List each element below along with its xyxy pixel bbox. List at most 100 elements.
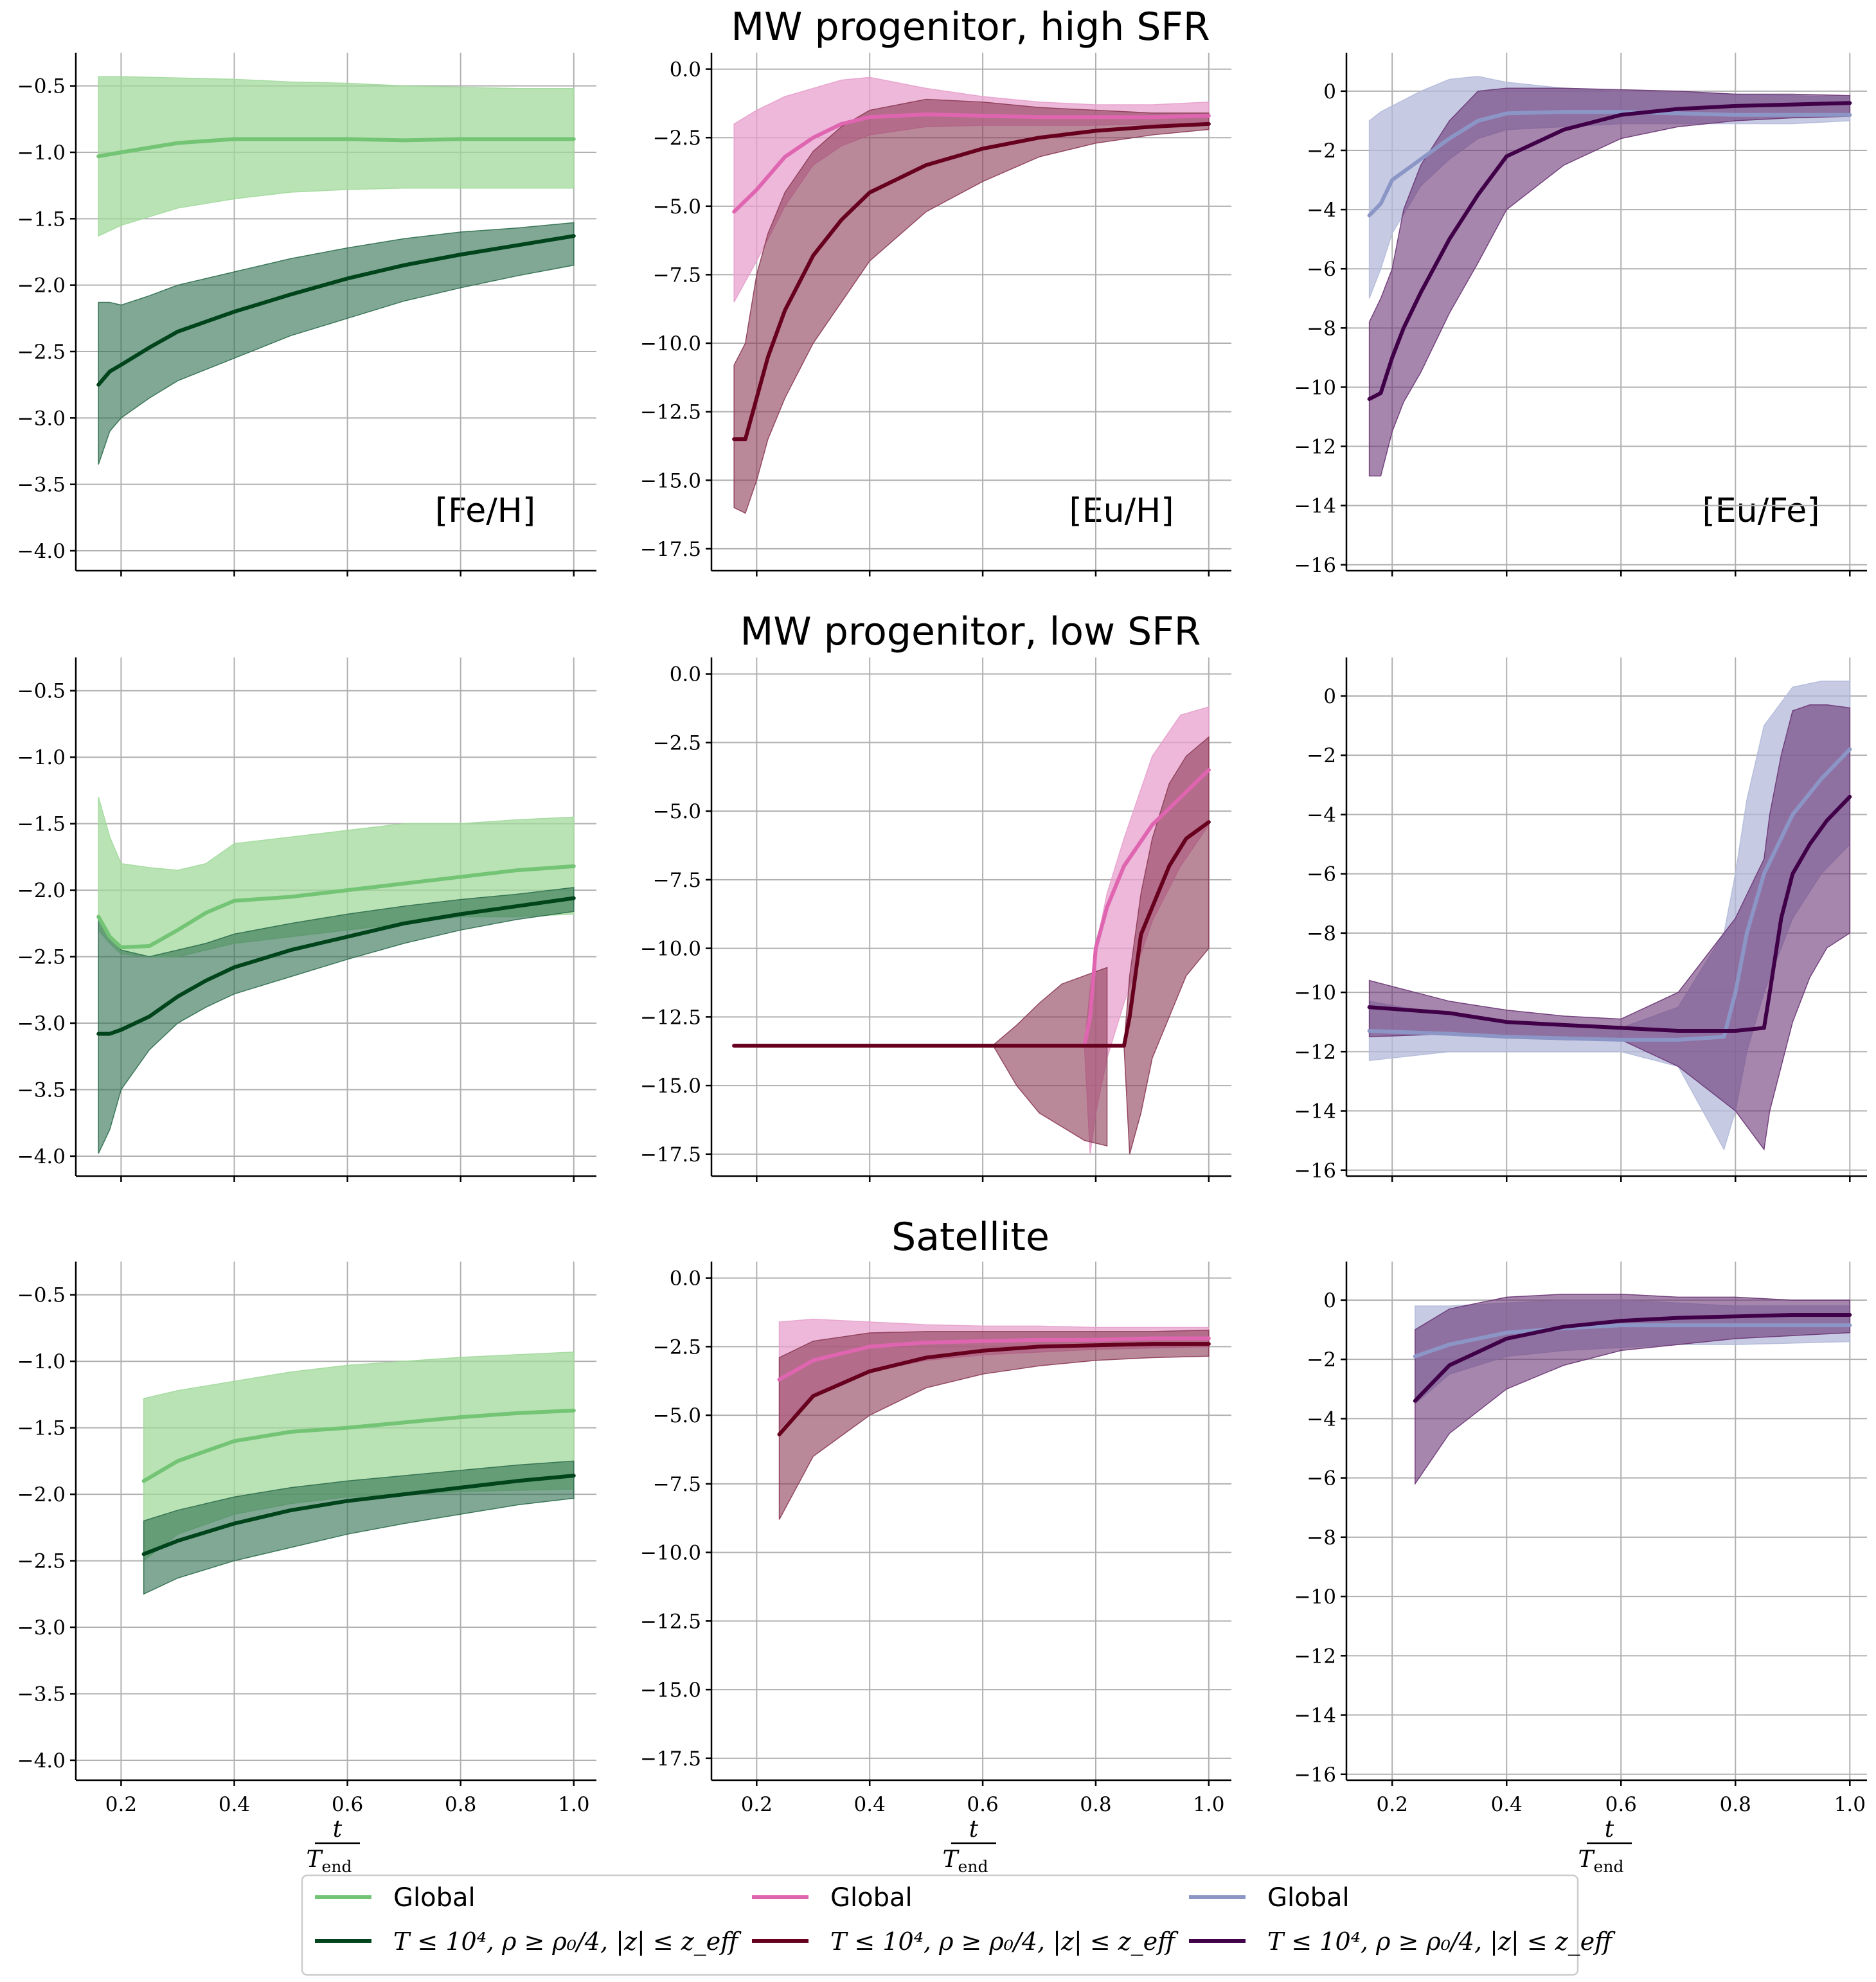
y-tick-label: −0.5 <box>17 75 66 98</box>
global-line <box>777 1336 1211 1382</box>
panels: −0.5−1.0−1.5−2.0−2.5−3.0−3.5−4.00.0−2.5−… <box>17 53 1867 1816</box>
legend-entry-euh-global: Global <box>752 1883 913 1913</box>
y-tick-label: −2.5 <box>653 127 701 150</box>
y-tick-label: −2.5 <box>17 341 66 364</box>
y-tick-label: −2.5 <box>17 946 66 969</box>
y-tick-label: −1.5 <box>17 1417 66 1440</box>
y-tick-label: −5.0 <box>653 1404 701 1427</box>
y-tick-label: −16 <box>1294 1763 1336 1787</box>
x-tick-label: 0.2 <box>105 1793 137 1816</box>
y-tick-label: −4 <box>1307 1407 1336 1431</box>
panel-r0-c0: −0.5 −1.0 −1.5 −2.0 −2.5 −3.0 −3.5 −4.0 <box>17 53 596 576</box>
y-tick-label: −14 <box>1294 495 1336 518</box>
y-tick-label: −12.5 <box>640 1610 701 1633</box>
panel-label-eufe: [Eu/Fe] <box>1702 492 1820 530</box>
y-tick-label: −17.5 <box>640 1143 701 1166</box>
y-tick-label: −14 <box>1294 1100 1336 1123</box>
x-axis-label-den: Tend <box>1578 1846 1624 1876</box>
y-tick-label: −4 <box>1307 803 1336 826</box>
y-tick-label: −0.5 <box>17 1284 66 1307</box>
y-tick-label: −16 <box>1294 1159 1336 1183</box>
y-tick-label: −0.5 <box>17 680 66 703</box>
plot-area <box>1367 76 1852 477</box>
global-line <box>1413 1323 1852 1359</box>
y-tick-label: −7.5 <box>653 263 701 287</box>
panel-r2-c0: −0.5 −1.0 −1.5 −2.0 −2.5 −3.0 −3.5 −4.0 0.2 0.4 0.… <box>17 1262 596 1816</box>
y-tick-label: −17.5 <box>640 1747 701 1771</box>
y-tick-label: −14 <box>1294 1704 1336 1728</box>
x-tick-label: 0.4 <box>1491 1793 1523 1816</box>
y-tick-label: −1.0 <box>17 141 66 165</box>
panel-r2-c1: 0.0 −2.5 −5.0 −7.5 −10.0 −12.5 −15.0 −17.5 0.2 0.… <box>640 1262 1231 1816</box>
legend-entry-feh-cut: T ≤ 10⁴, ρ ≥ ρ₀/4, |z| ≤ z_eff <box>315 1927 742 1956</box>
legend-label: Global <box>393 1883 476 1913</box>
plot-area <box>1367 681 1852 1151</box>
y-tick-label: −2.5 <box>653 731 701 754</box>
legend-frame <box>301 1874 1579 1976</box>
cut-line <box>732 820 1211 1048</box>
y-tick-label: −4.0 <box>17 1749 66 1772</box>
x-tick-label: 0.6 <box>1605 1793 1637 1816</box>
legend-label: T ≤ 10⁴, ρ ≥ ρ₀/4, |z| ≤ z_eff <box>1267 1927 1616 1956</box>
x-tick-label: 0.8 <box>1080 1793 1111 1816</box>
x-tick-label: 1.0 <box>558 1793 589 1816</box>
legend-entry-euh-cut: T ≤ 10⁴, ρ ≥ ρ₀/4, |z| ≤ z_eff <box>752 1927 1179 1956</box>
y-tick-label: 0.0 <box>670 58 701 82</box>
cut-line <box>1413 1313 1852 1403</box>
y-tick-label: −8 <box>1307 317 1336 340</box>
y-tick-label: −3.0 <box>17 1012 66 1035</box>
y-tick-label: −10 <box>1294 981 1336 1004</box>
y-tick-label: −1.0 <box>17 746 66 769</box>
y-tick-label: −8 <box>1307 1526 1336 1549</box>
global-line <box>732 768 1211 1048</box>
x-tick-label: 0.4 <box>854 1793 886 1816</box>
y-tick-label: −6 <box>1307 1467 1336 1490</box>
global-line <box>96 137 576 159</box>
x-tick-label: 1.0 <box>1193 1793 1224 1816</box>
y-tick-label: −2.5 <box>653 1335 701 1359</box>
y-tick-label: −10.0 <box>640 1542 701 1565</box>
panel-r2-c2: 0 −2 −4 −6 −8 −10 −12 −14 −16 0.2 0.4 0.6 0.8 1.0 <box>1294 1262 1867 1816</box>
y-tick-label: −10.0 <box>640 938 701 961</box>
y-tick-label: −15.0 <box>640 1679 701 1702</box>
x-tick-label: 0.6 <box>332 1793 363 1816</box>
row-title-low-sfr: MW progenitor, low SFR <box>740 609 1201 654</box>
y-tick-label: −15.0 <box>640 1075 701 1098</box>
panel-r1-c2: 0 −2 −4 −6 −8 −10 −12 −14 −16 <box>1294 657 1867 1183</box>
y-tick-label: −2 <box>1307 139 1336 163</box>
cut-line <box>732 121 1211 442</box>
y-tick-label: −12.5 <box>640 401 701 424</box>
y-tick-label: −3.5 <box>17 1079 66 1102</box>
cut-line <box>1367 101 1852 401</box>
y-tick-label: −1.5 <box>17 813 66 836</box>
y-tick-label: −6 <box>1307 863 1336 886</box>
y-tick-label: 0 <box>1323 80 1336 103</box>
y-tick-label: −2 <box>1307 744 1336 767</box>
y-tick-label: −6 <box>1307 258 1336 281</box>
row-title-satellite: Satellite <box>891 1215 1050 1260</box>
global-line <box>1367 110 1852 218</box>
y-tick-label: −12 <box>1294 436 1336 459</box>
x-axis-label-num: t <box>333 1816 343 1843</box>
row-title-high-sfr: MW progenitor, high SFR <box>731 4 1210 49</box>
panel-label-feh: [Fe/H] <box>435 492 535 530</box>
y-tick-label: −3.5 <box>17 474 66 497</box>
x-axis-label-col-2: t Tend <box>1578 1816 1632 1876</box>
cut-band <box>778 1329 1210 1520</box>
cut-line <box>141 1474 576 1557</box>
y-tick-label: −1.5 <box>17 208 66 231</box>
global-line <box>96 864 576 950</box>
cut-line <box>96 234 576 387</box>
cut-line <box>1367 794 1852 1033</box>
x-axis-label-num: t <box>969 1816 979 1843</box>
y-tick-label: 0 <box>1323 1289 1336 1312</box>
x-axis-label-den-main: T <box>1578 1846 1596 1873</box>
plot-area <box>1413 1293 1852 1486</box>
cut-band <box>98 222 575 465</box>
y-tick-label: −10.0 <box>640 332 701 355</box>
legend-label: Global <box>830 1883 913 1913</box>
y-tick-label: −2 <box>1307 1348 1336 1371</box>
panel-r1-c0: −0.5 −1.0 −1.5 −2.0 −2.5 −3.0 −3.5 −4.0 <box>17 657 596 1182</box>
legend-entry-feh-global: Global <box>315 1883 476 1913</box>
plot-area <box>732 706 1211 1155</box>
